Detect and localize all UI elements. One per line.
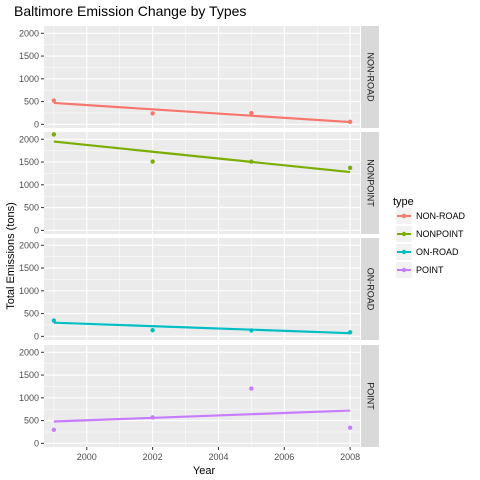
y-tick-label: 0 (34, 119, 39, 129)
y-tick-label: 1000 (19, 393, 39, 403)
legend-key-point (401, 249, 407, 255)
y-tick-label: 1500 (19, 263, 39, 273)
data-point-point (51, 427, 57, 433)
y-tick-label: 500 (24, 309, 39, 319)
y-tick-label: 500 (24, 203, 39, 213)
panel-background (44, 132, 360, 234)
facet-strip-label: POINT (366, 382, 376, 410)
y-tick-label: 1500 (19, 370, 39, 380)
y-axis-title: Total Emissions (tons) (5, 202, 17, 310)
y-tick-label: 0 (34, 438, 39, 448)
panel-background (44, 345, 360, 447)
legend-item-nonpoint: NONPOINT (396, 226, 464, 242)
facet-strip (361, 26, 379, 128)
legend-key-point (401, 267, 407, 273)
x-tick-label: 2006 (274, 452, 294, 462)
y-tick-label: 2000 (19, 240, 39, 250)
data-point-non-road (347, 119, 353, 125)
trend-line-non-road (53, 101, 351, 124)
panel-nonpoint: 0 500 1000 1500 2000 NONPOINT (19, 132, 379, 235)
legend-label: ON-ROAD (416, 247, 459, 257)
facet-panels: 0 500 1000 1500 2000 NON-ROAD 0 500 1000 1500 2000… (19, 26, 379, 462)
legend-item-on-road: ON-ROAD (396, 244, 459, 260)
data-point-nonpoint (51, 132, 57, 137)
data-point-nonpoint (150, 159, 155, 164)
facet-strip-label: NON-ROAD (366, 53, 376, 102)
y-tick-label: 2000 (19, 134, 39, 144)
y-tick-label: 1000 (19, 74, 39, 84)
y-tick-label: 0 (34, 225, 39, 235)
y-tick-label: 1000 (19, 180, 39, 190)
data-point-on-road (249, 328, 254, 333)
x-tick-label: 2002 (143, 452, 163, 462)
y-tick-label: 500 (24, 416, 39, 426)
data-point-point (347, 425, 353, 430)
legend-label: NON-ROAD (416, 211, 465, 221)
y-tick-label: 1500 (19, 51, 39, 61)
legend-label: POINT (416, 265, 444, 275)
data-point-on-road (51, 318, 57, 323)
data-point-point (249, 386, 254, 391)
data-point-non-road (249, 110, 254, 116)
x-axis-title: Year (193, 465, 216, 477)
facet-strip-label: NONPOINT (366, 159, 376, 207)
legend: type NON-ROAD NONPOINT ON-ROAD POINT (393, 196, 465, 278)
panel-background (44, 238, 360, 340)
y-tick-label: 2000 (19, 347, 39, 357)
x-tick-label: 2000 (77, 452, 97, 462)
data-point-non-road (150, 111, 155, 116)
trend-line-on-road (53, 321, 351, 335)
y-tick-label: 1500 (19, 157, 39, 167)
legend-key-point (401, 231, 407, 237)
legend-title: type (393, 196, 414, 208)
panel-background (44, 26, 360, 128)
data-point-non-road (51, 98, 57, 103)
y-tick-label: 2000 (19, 28, 39, 38)
facet-strip (361, 132, 379, 234)
y-tick-label: 1000 (19, 286, 39, 296)
data-point-point (150, 415, 155, 420)
data-point-on-road (347, 330, 353, 335)
legend-item-point: POINT (396, 262, 444, 278)
panel-non-road: 0 500 1000 1500 2000 NON-ROAD (19, 26, 379, 129)
legend-key-point (401, 213, 407, 219)
x-tick-label: 2008 (340, 452, 360, 462)
data-point-nonpoint (249, 159, 254, 164)
y-tick-label: 0 (34, 331, 39, 341)
trend-line-nonpoint (53, 140, 351, 174)
chart-title: Baltimore Emission Change by Types (14, 3, 246, 19)
data-point-nonpoint (347, 165, 353, 171)
facet-strip-label: ON-ROAD (366, 268, 376, 311)
legend-item-non-road: NON-ROAD (396, 208, 465, 224)
facet-strip (361, 238, 379, 340)
facet-strip (361, 345, 379, 447)
y-tick-label: 500 (24, 97, 39, 107)
x-tick-label: 2004 (208, 452, 228, 462)
legend-label: NONPOINT (416, 229, 464, 239)
panel-on-road: 0 500 1000 1500 2000 ON-ROAD (19, 238, 379, 341)
panel-point: 0 500 1000 1500 2000 POINT 2000 2002 2004 2006 200… (19, 345, 379, 462)
data-point-on-road (150, 328, 155, 333)
trend-line-point (53, 409, 351, 423)
